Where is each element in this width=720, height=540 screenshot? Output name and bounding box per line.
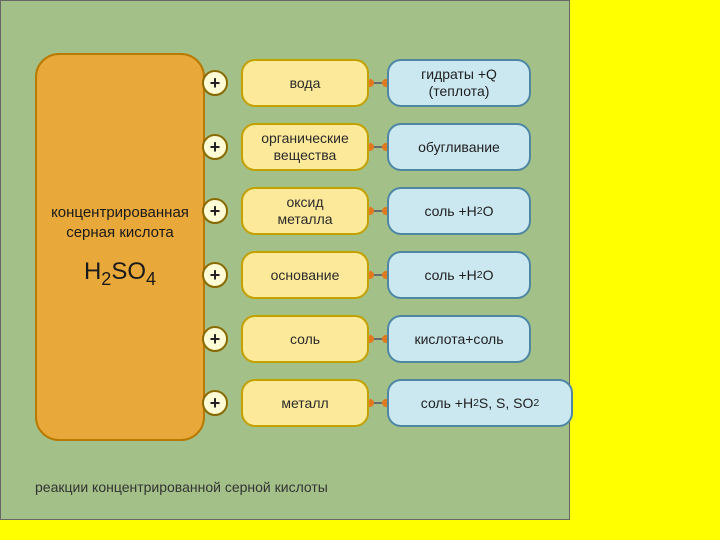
product-2: соль +H2O bbox=[387, 187, 531, 235]
plus-icon-0: + bbox=[202, 70, 228, 96]
reagent-4: соль bbox=[241, 315, 369, 363]
plus-icon-2: + bbox=[202, 198, 228, 224]
plus-icon-1: + bbox=[202, 134, 228, 160]
diagram-panel: концентрированнаясерная кислотаH2SO4+ вод… bbox=[0, 0, 570, 520]
plus-icon-4: + bbox=[202, 326, 228, 352]
diagram-caption: реакции концентрированной серной кислоты bbox=[35, 479, 328, 495]
product-0: гидраты +Q(теплота) bbox=[387, 59, 531, 107]
reagent-3: основание bbox=[241, 251, 369, 299]
reagent-0: вода bbox=[241, 59, 369, 107]
plus-icon-3: + bbox=[202, 262, 228, 288]
plus-icon-5: + bbox=[202, 390, 228, 416]
product-5: соль +H2S, S, SO2 bbox=[387, 379, 573, 427]
product-3: соль +H2O bbox=[387, 251, 531, 299]
product-1: обугливание bbox=[387, 123, 531, 171]
reagent-5: металл bbox=[241, 379, 369, 427]
product-4: кислота+соль bbox=[387, 315, 531, 363]
acid-main-box: концентрированнаясерная кислотаH2SO4 bbox=[35, 53, 205, 441]
reagent-1: органическиевещества bbox=[241, 123, 369, 171]
reagent-2: оксидметалла bbox=[241, 187, 369, 235]
